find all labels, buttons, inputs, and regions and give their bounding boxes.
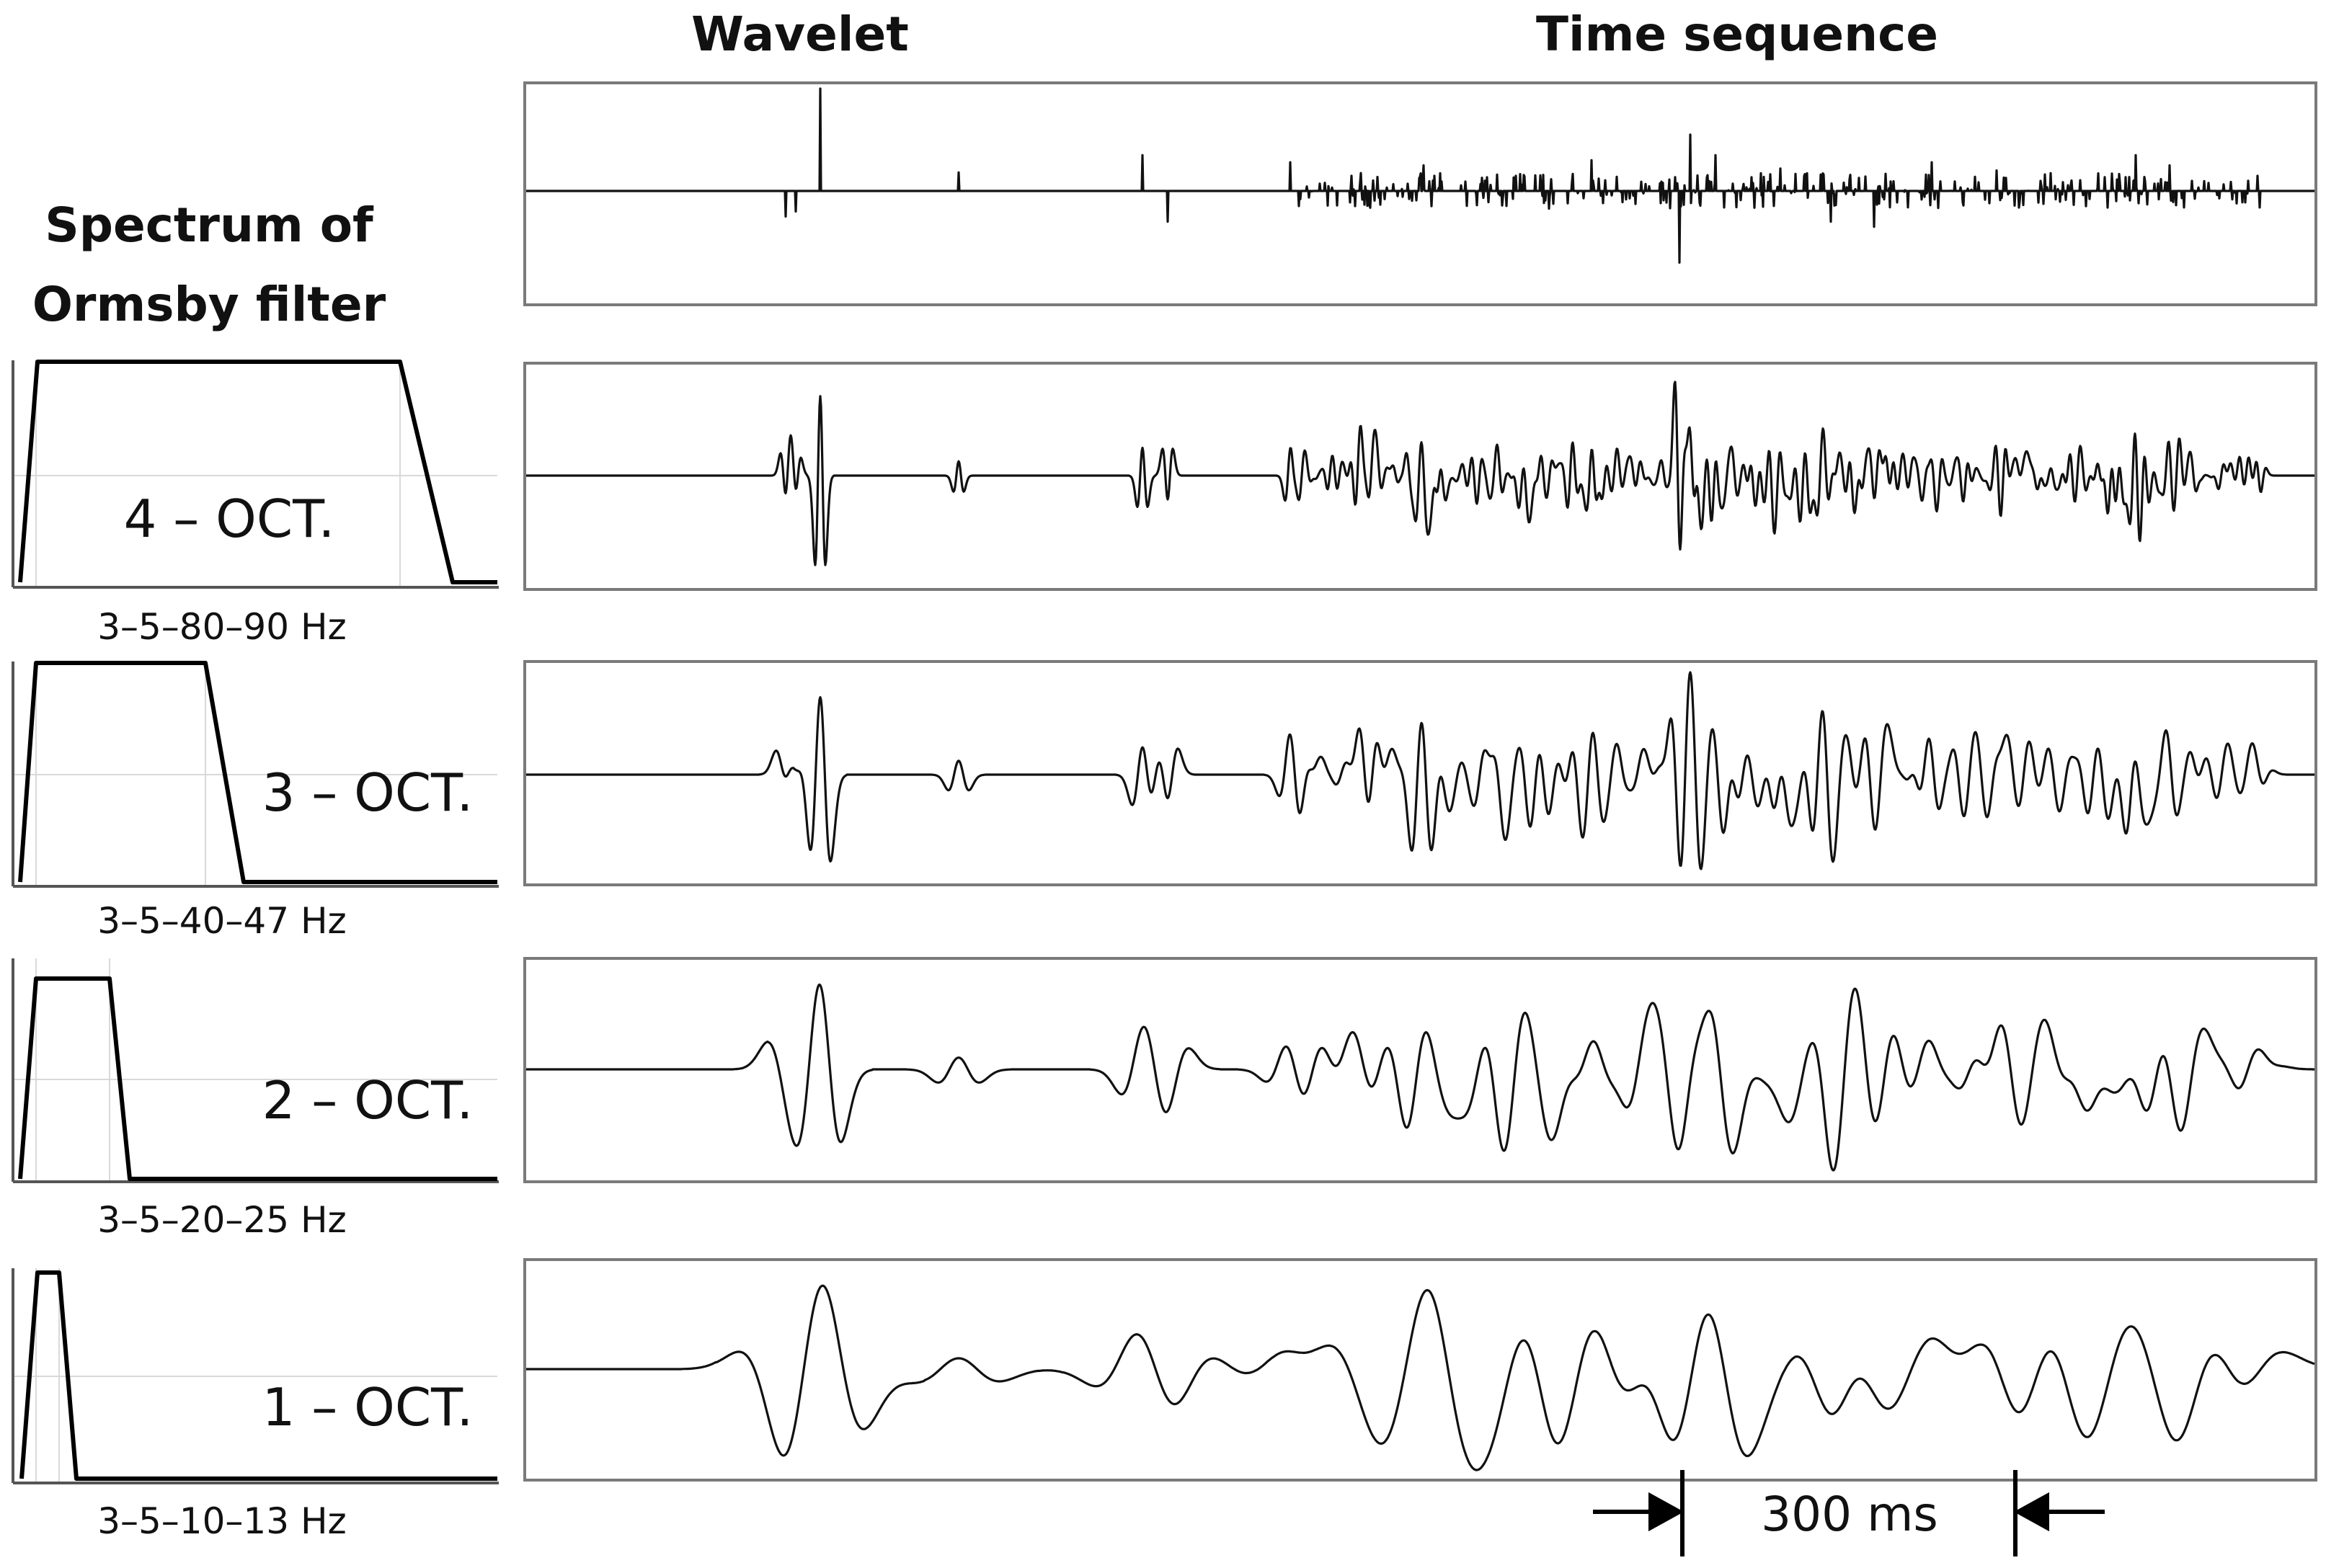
trace-frame-4-oct — [523, 362, 2317, 591]
freq-label-3-oct: 3–5–40–47 Hz — [97, 900, 347, 942]
spectrum-panel-1-oct: 1 – OCT. — [12, 1268, 499, 1484]
reflectivity-frame — [523, 81, 2317, 306]
filtered-trace-1-oct — [525, 1284, 2315, 1471]
octave-label-3-oct: 3 – OCT. — [262, 762, 474, 823]
spectrum-panel-3-oct: 3 – OCT. — [12, 661, 499, 888]
scale-arrow-right — [2013, 1492, 2049, 1532]
scale-arrow-left — [1648, 1492, 1684, 1532]
octave-label-4-oct: 4 – OCT. — [124, 489, 335, 549]
octave-label-2-oct: 2 – OCT. — [262, 1070, 474, 1131]
spectrum-curve-2-oct — [18, 976, 497, 1181]
row-3-oct: 3 – OCT. 3–5–40–47 Hz — [12, 660, 2317, 942]
freq-label-1-oct: 3–5–10–13 Hz — [97, 1500, 347, 1542]
freq-label-4-oct: 3–5–80–90 Hz — [97, 606, 347, 648]
spectrum-panel-2-oct: 2 – OCT. — [12, 958, 499, 1183]
reflectivity-row — [523, 81, 2317, 306]
row-1-oct: 1 – OCT. 3–5–10–13 Hz — [12, 1258, 2317, 1542]
row-4-oct: 4 – OCT. 3–5–80–90 Hz — [12, 360, 2317, 648]
spectrum-header-line2: Ormsby filter — [32, 277, 386, 332]
scale-label: 300 ms — [1761, 1487, 1938, 1542]
freq-label-2-oct: 3–5–20–25 Hz — [97, 1199, 347, 1241]
row-2-oct: 2 – OCT. 3–5–20–25 Hz — [12, 957, 2317, 1241]
scale-bar: 300 ms — [1593, 1470, 2105, 1556]
filtered-trace-4-oct — [525, 380, 2315, 566]
spectrum-curve-4-oct — [18, 360, 497, 584]
trace-frame-1-oct — [523, 1258, 2317, 1482]
wavelet-header: Wavelet — [691, 6, 909, 62]
trace-frame-3-oct — [523, 660, 2317, 886]
spectrum-curve-3-oct — [18, 661, 497, 884]
spectrum-panel-4-oct: 4 – OCT. — [12, 360, 499, 589]
spectrum-curve-1-oct — [19, 1270, 497, 1481]
octave-label-1-oct: 1 – OCT. — [262, 1377, 474, 1438]
filtered-trace-2-oct — [525, 983, 2315, 1172]
spectrum-header-line1: Spectrum of — [45, 197, 374, 253]
reflectivity-trace — [525, 87, 2315, 264]
trace-frame-2-oct — [523, 957, 2317, 1183]
filtered-trace-3-oct — [525, 671, 2315, 870]
time-sequence-header: Time sequence — [1536, 6, 1938, 62]
